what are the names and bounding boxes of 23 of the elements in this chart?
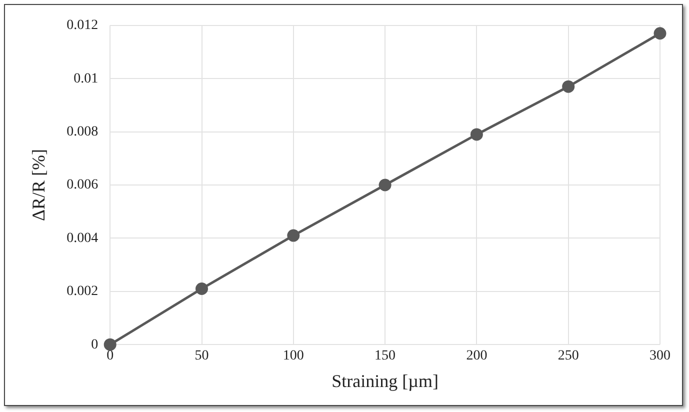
y-tick-label: 0.006 <box>66 178 98 193</box>
point <box>287 229 300 242</box>
point <box>196 282 208 295</box>
y-tick-label: 0.002 <box>66 284 98 300</box>
y-axis-title: ΔR/R [%] <box>28 148 49 222</box>
y-tick-label: 0.01 <box>74 71 98 86</box>
point <box>104 338 116 351</box>
x-axis-title: Straining [µm] <box>332 370 438 391</box>
y-tick-label: 0.004 <box>66 230 98 246</box>
y-tick-label: 0.012 <box>66 18 98 34</box>
x-tick-label: 200 <box>466 348 488 364</box>
point <box>378 178 392 192</box>
point <box>470 128 483 141</box>
x-tick-label: 300 <box>650 348 670 364</box>
point <box>562 80 575 93</box>
x-tick-label: 100 <box>282 348 304 364</box>
x-tick-label: 0 <box>106 348 114 364</box>
y-tick-label: 0.008 <box>66 124 98 140</box>
point <box>654 27 666 40</box>
x-tick-label: 150 <box>374 348 396 364</box>
x-tick-label: 50 <box>194 348 209 364</box>
x-tick-label: 250 <box>558 348 579 364</box>
y-tick-label: 0 <box>91 337 98 352</box>
